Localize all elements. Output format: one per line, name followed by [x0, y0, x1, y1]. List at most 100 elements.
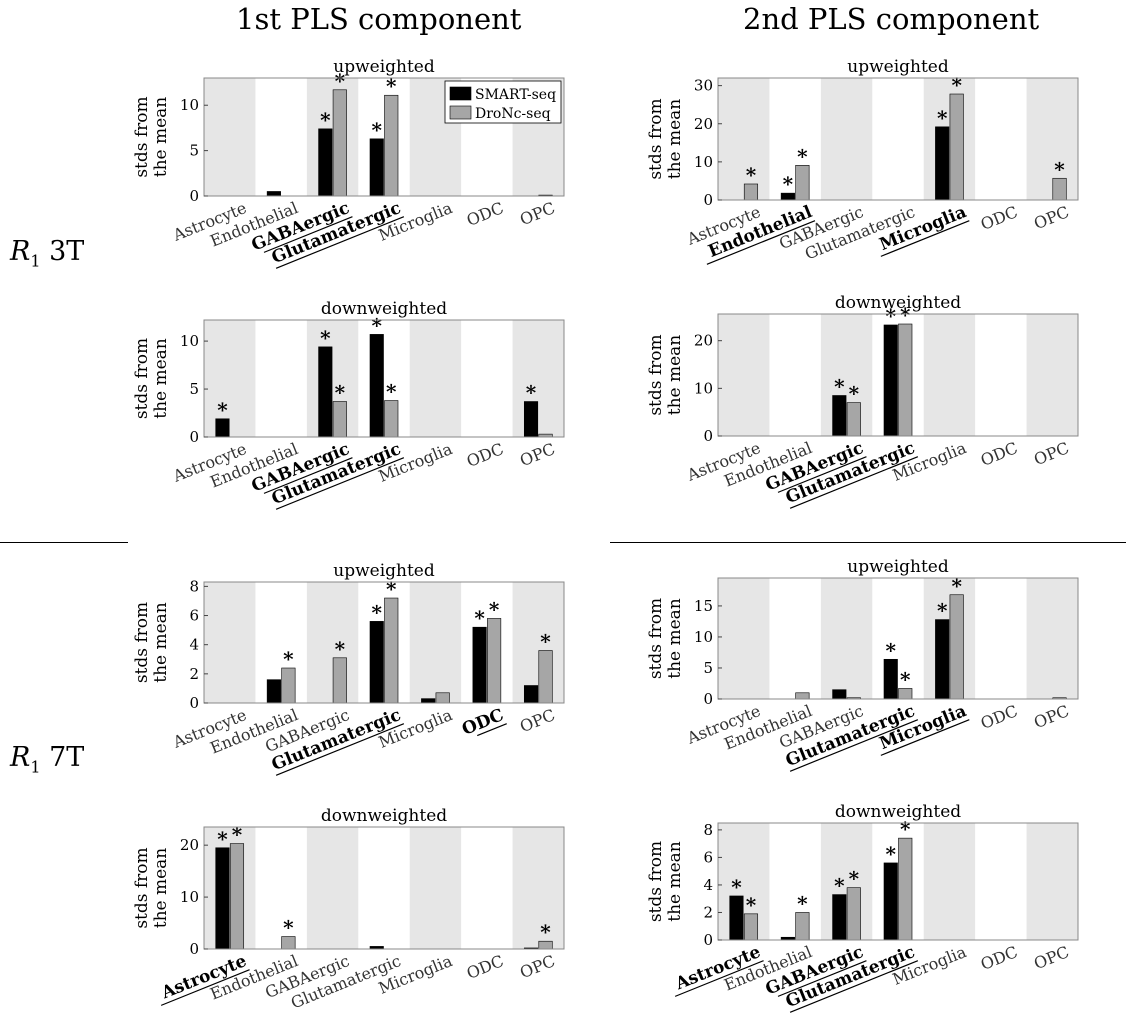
panel-8-significance-star: *: [900, 817, 911, 841]
panel-3-smart-seq-bar: [369, 334, 384, 438]
category-underline: [275, 216, 405, 269]
panel-3-y-tick-label: 0: [189, 428, 199, 446]
panel-1-dronc-seq-bar: [332, 89, 347, 197]
panel-7-category-label-odc: ODC: [464, 951, 507, 983]
panel-2-shade-band: [1026, 78, 1078, 200]
panel-8-y-tick-label: 8: [703, 821, 713, 839]
panel-8-axes-frame: [717, 822, 1079, 941]
panel-2-significance-star: *: [797, 144, 808, 168]
category-label-text: OPC: [517, 951, 558, 982]
panel-4-shade-band: [718, 314, 770, 436]
panel-3-significance-star: *: [386, 380, 397, 404]
panel-6-shade-band: [820, 578, 873, 699]
panel-5-dronc-seq-bar: [332, 657, 347, 704]
panel-8-y-tick-label: 2: [703, 903, 713, 921]
panel-1-smart-seq-bar: [266, 191, 281, 197]
panel-6-title: upweighted: [847, 557, 949, 577]
panel-5-significance-star: *: [386, 577, 397, 601]
section-divider-right: [610, 542, 1126, 543]
panel-8-shade-band: [718, 823, 770, 940]
panel-7-significance-star: *: [540, 920, 551, 944]
panel-7-smart-seq-bar: [215, 847, 230, 950]
panel-8-significance-star: *: [849, 867, 860, 891]
panel-6-y-tick-label: 0: [703, 690, 713, 708]
panel-6-significance-star: *: [886, 638, 897, 662]
category-underline: [789, 960, 919, 1013]
panel-2-axes-frame: [717, 77, 1079, 201]
panel-2-significance-star: *: [783, 172, 794, 196]
panel-5-dronc-seq-bar: [538, 650, 553, 704]
y-axis-label-line: stds from: [646, 841, 666, 922]
panel-4-significance-star: *: [834, 374, 845, 398]
category-underline: [777, 960, 867, 997]
category-underline: [777, 456, 867, 493]
category-label-text: OPC: [1031, 202, 1072, 233]
panel-1-significance-star: *: [372, 118, 383, 142]
panel-8-significance-star: *: [834, 874, 845, 898]
y-axis-label-line: the mean: [665, 99, 685, 180]
panel-7-shade-band: [409, 827, 462, 949]
category-underline: [160, 969, 250, 1006]
panel-8-y-tick-label: 0: [703, 931, 713, 949]
panel-1-y-tick-label: 10: [180, 96, 199, 114]
panel-6-axes-frame: [717, 577, 1079, 700]
panel-4-smart-seq-bar: [832, 395, 847, 437]
category-label-text: ODC: [978, 701, 1021, 733]
panel-7-category-label-opc: OPC: [517, 951, 558, 982]
panel-4-smart-seq-bar: [883, 324, 898, 437]
panel-4-y-tick-label: 0: [703, 427, 713, 445]
panel-8-shade-band: [923, 823, 976, 940]
panel-3-shade-band: [409, 320, 462, 437]
category-label-text: OPC: [517, 439, 558, 470]
panel-4-dronc-seq-bar: [846, 402, 861, 437]
y-axis-label-line: stds from: [646, 334, 666, 415]
panel-2-y-tick-label: 30: [694, 77, 713, 95]
row-label-var: R: [10, 742, 31, 773]
panel-7-y-tick-label: 20: [180, 836, 199, 854]
panel-5-shade-band: [306, 582, 359, 703]
panel-8-dronc-seq-bar: [795, 912, 810, 941]
panel-3-y-tick-label: 10: [180, 332, 199, 350]
panel-8-shade-band: [1026, 823, 1078, 940]
panel-6-shade-band: [718, 578, 770, 699]
panel-7-shade-band: [306, 827, 359, 949]
panel-6-smart-seq-bar: [883, 658, 898, 700]
panel-8-significance-star: *: [731, 875, 742, 899]
panel-5-significance-star: *: [283, 647, 294, 671]
panel-1-y-tick-label: 0: [189, 187, 199, 205]
panel-5-axes-frame: [203, 581, 565, 704]
panel-4-title: downweighted: [835, 293, 961, 313]
panel-5-smart-seq-bar: [523, 685, 539, 704]
panel-2-dronc-seq-bar: [949, 93, 964, 201]
panel-1-legend-swatch-smart-seq: [449, 86, 472, 101]
panel-2-significance-star: *: [937, 106, 948, 130]
category-label-text: OPC: [1031, 701, 1072, 732]
panel-5-category-label-opc: OPC: [517, 705, 558, 736]
panel-4-significance-star: *: [900, 303, 911, 327]
panel-7-y-tick-label: 10: [180, 888, 199, 906]
category-label-text: OPC: [1031, 438, 1072, 469]
panel-4-dronc-seq-bar: [898, 323, 913, 437]
y-axis-label-line: the mean: [151, 338, 171, 419]
panel-8-title: downweighted: [835, 802, 961, 822]
panel-7-y-tick-label: 0: [189, 940, 199, 958]
panel-8-y-tick-label: 4: [703, 876, 713, 894]
panel-2-title: upweighted: [847, 57, 949, 77]
category-label-text: ODC: [459, 705, 506, 740]
panel-8-significance-star: *: [746, 893, 757, 917]
panel-3-title: downweighted: [321, 299, 447, 319]
panel-1-category-label-odc: ODC: [464, 198, 507, 230]
panel-2-shade-band: [820, 78, 873, 200]
panel-5-y-tick-label: 8: [189, 577, 199, 595]
panel-2-category-label-opc: OPC: [1031, 202, 1072, 233]
panel-1-smart-seq-bar: [318, 128, 333, 197]
panel-6-y-axis-label: stds fromthe mean: [646, 598, 685, 679]
y-axis-label-line: stds from: [132, 338, 152, 419]
panel-6-category-label-opc: OPC: [1031, 701, 1072, 732]
panel-1-shade-band: [306, 78, 359, 196]
panel-2-significance-star: *: [1054, 157, 1065, 181]
panel-3-significance-star: *: [320, 326, 331, 350]
y-axis-label-line: stds from: [646, 98, 666, 179]
panel-4-category-label-odc: ODC: [978, 438, 1021, 470]
